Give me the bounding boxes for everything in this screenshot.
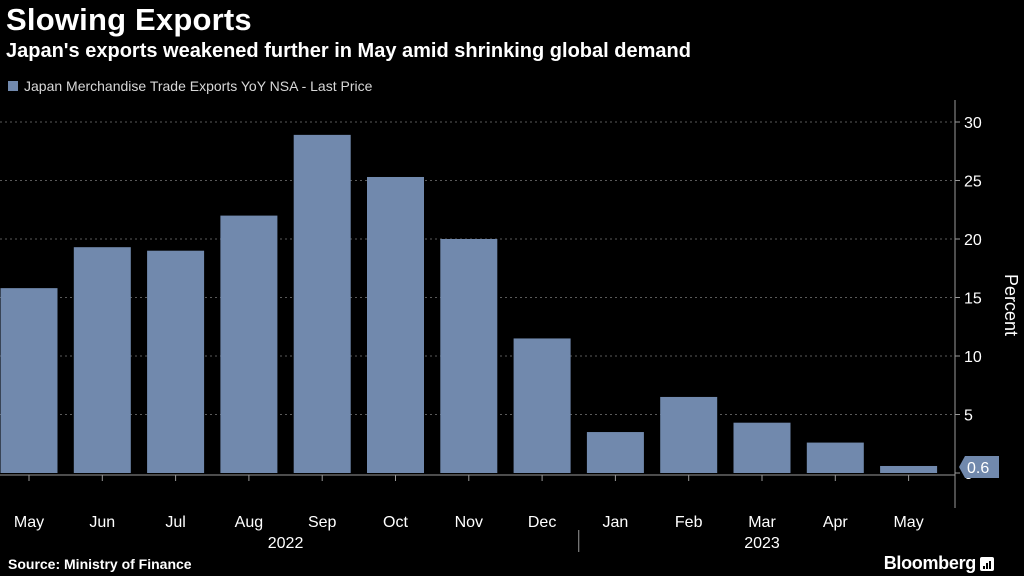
x-tick-label: Sep bbox=[308, 514, 337, 531]
legend: Japan Merchandise Trade Exports YoY NSA … bbox=[8, 78, 372, 94]
x-tick-label: Feb bbox=[675, 514, 703, 531]
bar bbox=[220, 215, 278, 473]
bar bbox=[73, 247, 131, 473]
y-tick-label: 15 bbox=[964, 291, 982, 308]
y-tick-label: 20 bbox=[964, 232, 982, 249]
x-tick-label: Apr bbox=[823, 514, 849, 531]
brand-name: Bloomberg bbox=[883, 553, 977, 573]
x-tick-label: Aug bbox=[235, 514, 263, 531]
bar bbox=[806, 442, 864, 473]
x-tick-label: Dec bbox=[528, 514, 556, 531]
x-tick-label: Jul bbox=[165, 514, 185, 531]
x-tick-label: May bbox=[893, 514, 923, 531]
x-tick-label: Mar bbox=[748, 514, 776, 531]
bar bbox=[733, 422, 791, 473]
x-tick-label: Nov bbox=[455, 514, 483, 531]
y-axis-title: Percent bbox=[1001, 274, 1021, 336]
x-tick-label: Oct bbox=[383, 514, 408, 531]
bar bbox=[660, 396, 718, 473]
y-tick-label: 5 bbox=[964, 408, 973, 425]
brand-logo: Bloomberg bbox=[884, 553, 994, 574]
bar bbox=[880, 465, 938, 473]
chart-title: Slowing Exports bbox=[6, 2, 252, 37]
chart-subtitle: Japan's exports weakened further in May … bbox=[6, 40, 691, 62]
legend-swatch bbox=[8, 81, 18, 91]
bar bbox=[0, 288, 58, 473]
bar bbox=[147, 250, 205, 473]
last-value-callout bbox=[959, 455, 999, 478]
bar bbox=[513, 338, 571, 473]
bar bbox=[440, 239, 498, 473]
bar bbox=[293, 134, 351, 473]
bar bbox=[367, 176, 424, 474]
y-tick-label: 25 bbox=[964, 174, 982, 191]
x-tick-label: Jun bbox=[89, 514, 115, 531]
year-label: 2023 bbox=[744, 535, 780, 552]
legend-label: Japan Merchandise Trade Exports YoY NSA … bbox=[24, 78, 373, 94]
bar bbox=[586, 432, 644, 473]
x-tick-label: May bbox=[14, 514, 44, 531]
bloomberg-chart-icon bbox=[980, 556, 994, 571]
year-label: 2022 bbox=[268, 535, 304, 552]
x-tick-label: Jan bbox=[603, 514, 629, 531]
source-note: Source: Ministry of Finance bbox=[8, 556, 192, 572]
y-tick-label: 30 bbox=[964, 115, 982, 132]
y-tick-label: 10 bbox=[964, 349, 982, 366]
last-value-label: 0.6 bbox=[967, 460, 989, 477]
